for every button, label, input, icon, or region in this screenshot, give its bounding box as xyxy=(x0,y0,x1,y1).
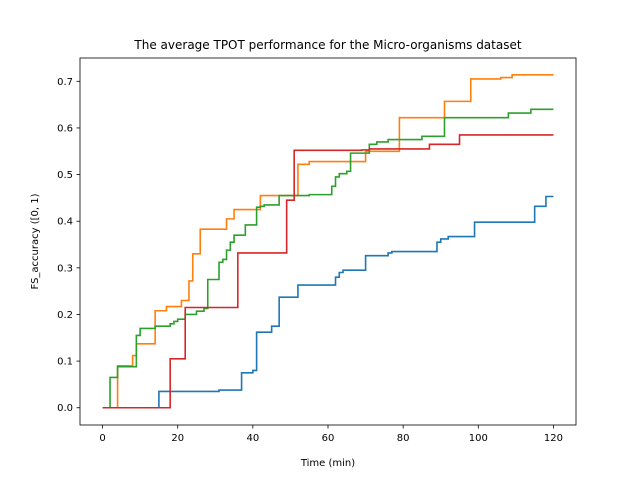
y-tick-label: 0.7 xyxy=(57,77,73,88)
y-tick-label: 0.1 xyxy=(57,357,73,368)
x-axis: 0 20 40 60 80 100 120 xyxy=(99,425,563,444)
series-line-1 xyxy=(102,195,554,409)
series-line-3 xyxy=(102,108,554,409)
x-tick-label: 120 xyxy=(544,433,563,444)
x-axis-title: Time (min) xyxy=(300,458,355,469)
x-tick-label: 20 xyxy=(171,433,184,444)
y-axis-title: FS_accuracy ([0, 1) xyxy=(30,193,41,289)
y-tick-label: 0.5 xyxy=(57,170,73,181)
series-line-4 xyxy=(102,134,554,409)
x-tick-label: 60 xyxy=(322,433,335,444)
x-tick-label: 40 xyxy=(246,433,259,444)
x-tick-label: 80 xyxy=(397,433,410,444)
y-tick-label: 0.2 xyxy=(57,310,73,321)
series-line-2 xyxy=(102,73,554,409)
y-axis: 0.0 0.1 0.2 0.3 0.4 0.5 0.6 0.7 xyxy=(57,77,80,414)
x-tick-label: 100 xyxy=(469,433,488,444)
series-layer xyxy=(102,73,554,409)
y-tick-label: 0.3 xyxy=(57,263,73,274)
chart-title: The average TPOT performance for the Mic… xyxy=(133,38,521,52)
plot-frame xyxy=(79,57,577,426)
y-tick-label: 0.6 xyxy=(57,123,73,134)
y-tick-label: 0.0 xyxy=(57,403,73,414)
y-tick-label: 0.4 xyxy=(57,217,73,228)
x-tick-label: 0 xyxy=(99,433,105,444)
